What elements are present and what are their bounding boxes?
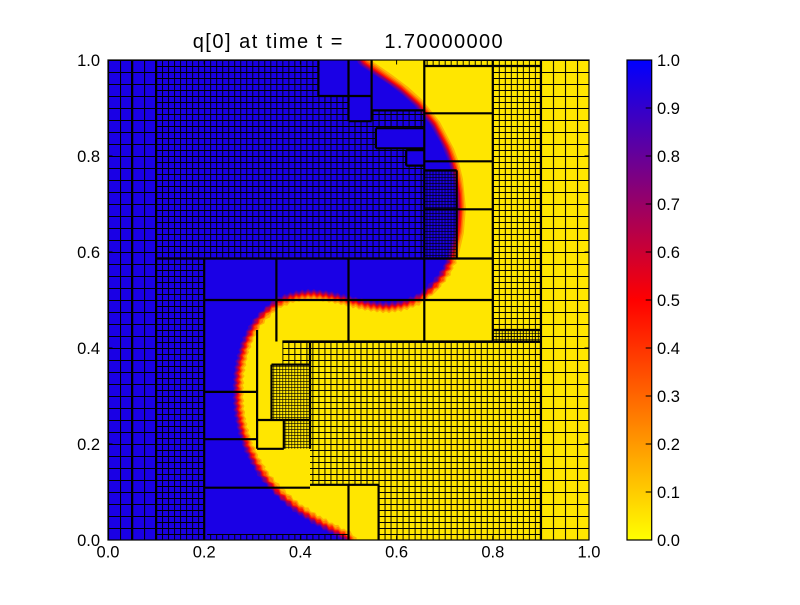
svg-text:0.4: 0.4 (77, 340, 100, 358)
svg-text:0.6: 0.6 (385, 544, 408, 562)
svg-text:0.4: 0.4 (657, 340, 680, 358)
svg-text:0.8: 0.8 (481, 544, 504, 562)
svg-text:0.2: 0.2 (193, 544, 216, 562)
svg-text:0.6: 0.6 (77, 244, 100, 262)
svg-text:0.4: 0.4 (289, 544, 312, 562)
svg-text:0.8: 0.8 (657, 148, 680, 166)
svg-text:0.0: 0.0 (657, 532, 680, 550)
svg-text:0.5: 0.5 (657, 292, 680, 310)
svg-text:0.9: 0.9 (657, 100, 680, 118)
svg-text:1.0: 1.0 (77, 52, 100, 70)
svg-text:0.0: 0.0 (77, 532, 100, 550)
svg-text:q[0] at time t =: q[0] at time t = (193, 31, 344, 53)
svg-text:0.2: 0.2 (657, 436, 680, 454)
svg-text:0.6: 0.6 (657, 244, 680, 262)
svg-text:1.70000000: 1.70000000 (384, 31, 504, 53)
svg-text:1.0: 1.0 (578, 544, 601, 562)
svg-text:0.7: 0.7 (657, 196, 680, 214)
svg-text:0.2: 0.2 (77, 436, 100, 454)
svg-text:1.0: 1.0 (657, 52, 680, 70)
svg-text:0.1: 0.1 (657, 484, 680, 502)
svg-text:0.3: 0.3 (657, 388, 680, 406)
svg-text:0.0: 0.0 (97, 544, 120, 562)
svg-text:0.8: 0.8 (77, 148, 100, 166)
